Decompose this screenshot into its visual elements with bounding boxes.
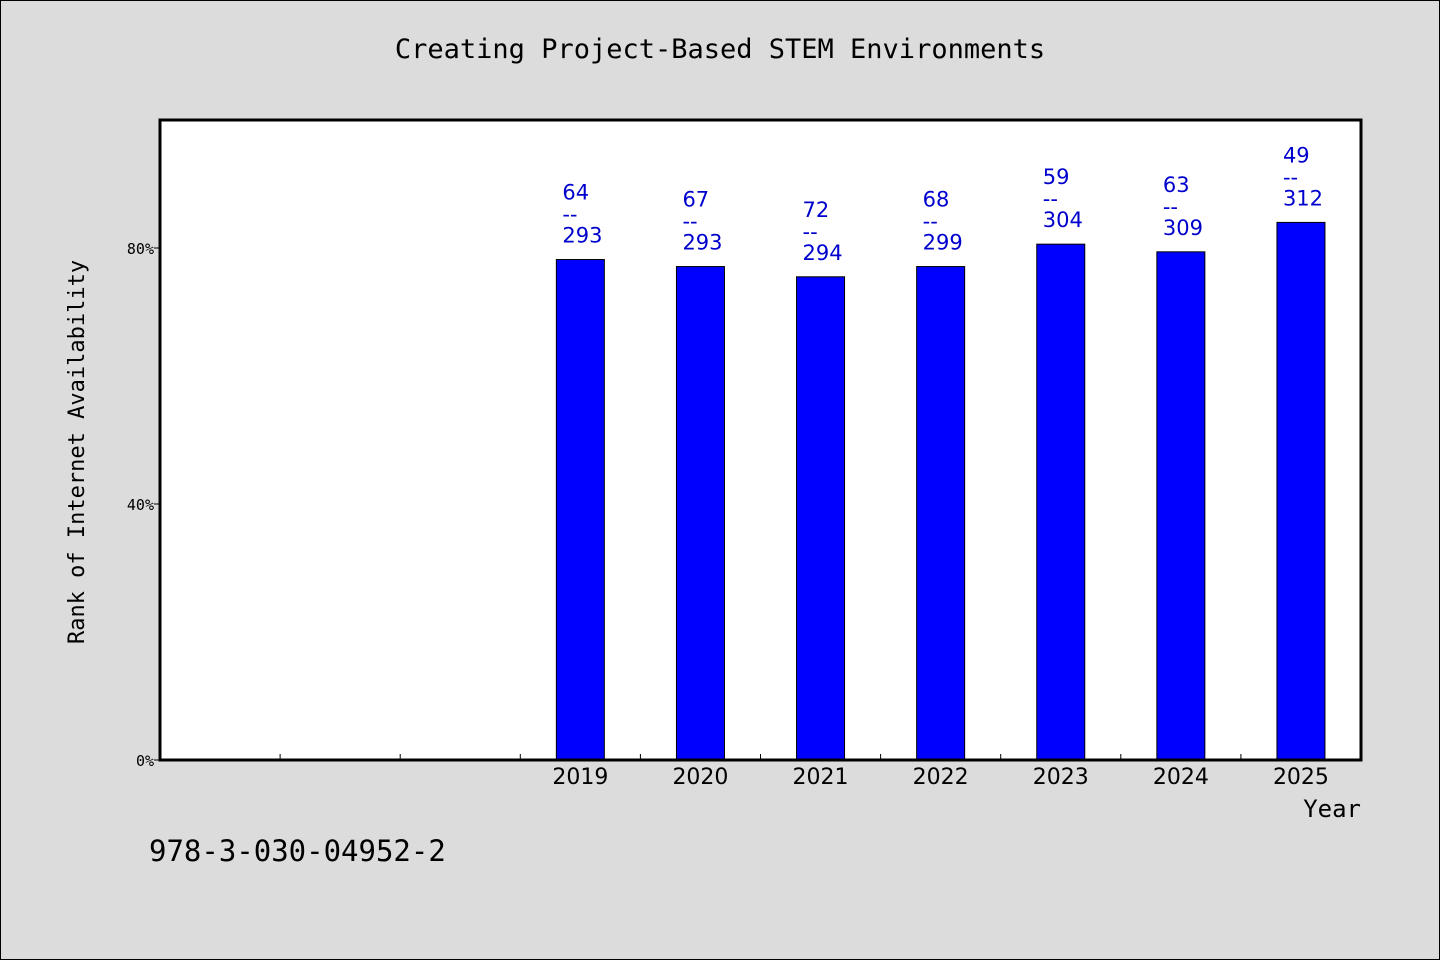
- data-label-2020-bottom: 293: [682, 231, 722, 255]
- bar-2021: [796, 276, 846, 761]
- bar-2022: [916, 266, 966, 761]
- data-label-2024-top: 63: [1163, 173, 1190, 197]
- y-tick-label-40: 40%: [127, 496, 154, 514]
- data-label-2025-top: 49: [1283, 143, 1310, 167]
- x-axis-label: Year: [1303, 795, 1361, 823]
- data-label-2025-sep: --: [1283, 165, 1298, 189]
- data-label-2021-bottom: 294: [803, 241, 843, 265]
- data-label-2020-top: 67: [682, 188, 709, 212]
- data-label-2024-sep: --: [1163, 195, 1178, 219]
- bar-2020: [675, 266, 725, 761]
- x-tick-label-2020: 2020: [672, 765, 728, 790]
- data-label-2019-top: 64: [562, 181, 589, 205]
- data-label-2020-sep: --: [682, 210, 697, 234]
- x-tick-label-2022: 2022: [913, 765, 969, 790]
- data-label-2022-sep: --: [923, 210, 938, 234]
- x-tick-label-2024: 2024: [1153, 765, 1209, 790]
- data-label-2023-bottom: 304: [1043, 208, 1083, 232]
- bar-2023: [1036, 243, 1086, 761]
- bar-2019: [555, 259, 605, 761]
- bar-2025: [1276, 221, 1326, 761]
- y-tick-label-80: 80%: [127, 240, 154, 258]
- data-label-2023-top: 59: [1043, 165, 1070, 189]
- bar-2024: [1156, 251, 1206, 761]
- data-label-2019-sep: --: [562, 203, 577, 227]
- x-tick-label-2019: 2019: [552, 765, 608, 790]
- data-label-2021-sep: --: [803, 220, 818, 244]
- y-tick-label-0: 0%: [136, 752, 154, 770]
- x-tick-label-2023: 2023: [1033, 765, 1089, 790]
- x-tick-label-2021: 2021: [793, 765, 849, 790]
- footer-code: 978-3-030-04952-2: [149, 834, 446, 868]
- data-label-2023-sep: --: [1043, 187, 1058, 211]
- data-label-2022-top: 68: [923, 188, 950, 212]
- x-tick-label-2025: 2025: [1273, 765, 1329, 790]
- chart-title: Creating Project-Based STEM Environments: [394, 34, 1046, 65]
- data-label-2025-bottom: 312: [1283, 186, 1323, 210]
- data-label-2019-bottom: 293: [562, 224, 602, 248]
- data-label-2022-bottom: 299: [923, 231, 963, 255]
- y-axis-label: Rank of Internet Availability: [65, 260, 90, 644]
- data-label-2024-bottom: 309: [1163, 216, 1203, 240]
- data-label-2021-top: 72: [803, 198, 830, 222]
